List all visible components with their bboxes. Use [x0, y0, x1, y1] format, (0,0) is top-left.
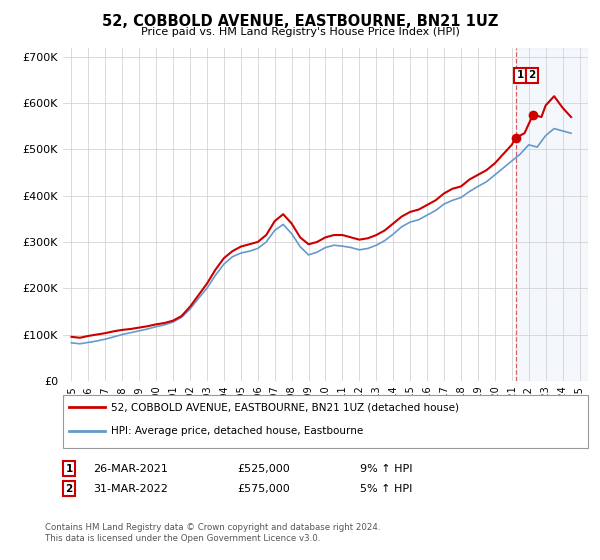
Text: 2: 2 — [529, 71, 536, 81]
Text: 26-MAR-2021: 26-MAR-2021 — [93, 464, 168, 474]
Text: 5% ↑ HPI: 5% ↑ HPI — [360, 484, 412, 494]
Text: 52, COBBOLD AVENUE, EASTBOURNE, BN21 1UZ (detached house): 52, COBBOLD AVENUE, EASTBOURNE, BN21 1UZ… — [111, 403, 459, 412]
Text: 1: 1 — [517, 71, 524, 81]
Text: This data is licensed under the Open Government Licence v3.0.: This data is licensed under the Open Gov… — [45, 534, 320, 543]
Text: 2: 2 — [65, 484, 73, 494]
Text: 1: 1 — [65, 464, 73, 474]
Bar — [515, 48, 588, 381]
Text: £575,000: £575,000 — [237, 484, 290, 494]
Text: £525,000: £525,000 — [237, 464, 290, 474]
Text: Price paid vs. HM Land Registry's House Price Index (HPI): Price paid vs. HM Land Registry's House … — [140, 27, 460, 37]
Text: Contains HM Land Registry data © Crown copyright and database right 2024.: Contains HM Land Registry data © Crown c… — [45, 523, 380, 532]
Text: 9% ↑ HPI: 9% ↑ HPI — [360, 464, 413, 474]
Text: 52, COBBOLD AVENUE, EASTBOURNE, BN21 1UZ: 52, COBBOLD AVENUE, EASTBOURNE, BN21 1UZ — [102, 14, 498, 29]
Text: 31-MAR-2022: 31-MAR-2022 — [93, 484, 168, 494]
Text: HPI: Average price, detached house, Eastbourne: HPI: Average price, detached house, East… — [111, 427, 363, 436]
